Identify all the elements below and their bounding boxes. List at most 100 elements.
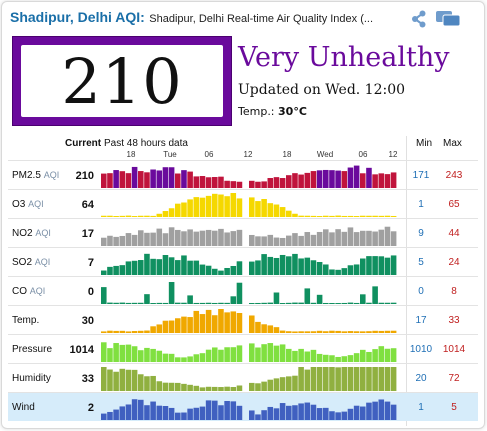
current-value: 0 — [87, 286, 94, 298]
sparkline-bar — [150, 326, 156, 333]
sparkline-bar — [144, 232, 150, 246]
sparkline-bar — [353, 353, 360, 362]
sparkline-bar — [249, 303, 255, 304]
sparkline-bar — [292, 331, 298, 333]
sparkline-bar — [199, 176, 206, 188]
pollutant-name: Humidity — [12, 373, 51, 384]
pollutant-unit: AQI — [28, 199, 44, 209]
pollutant-label: PM2.5 — [12, 170, 41, 181]
time-label: 12 — [243, 150, 253, 159]
sparkline-bar — [199, 197, 206, 217]
sparkline-bar — [347, 227, 354, 246]
pollutant-row[interactable]: Temp. 30 17 33 — [8, 305, 478, 334]
pollutant-row[interactable]: Wind 2 1 5 — [8, 392, 478, 421]
sparkline-bar — [255, 321, 261, 333]
sparkline-bar — [107, 411, 113, 420]
sparkline-bar — [360, 173, 366, 188]
sparkline-bar — [187, 408, 193, 420]
sparkline-bar — [372, 215, 378, 217]
sparkline-bar — [230, 193, 237, 217]
pollutant-row[interactable]: NO2 AQI 17 9 44 — [8, 218, 478, 247]
sparkline-bar — [131, 166, 138, 188]
history-sparkline[interactable] — [101, 308, 397, 333]
city-title-link[interactable]: Shadipur, Delhi AQI: — [10, 9, 145, 25]
sparkline-bar — [335, 330, 341, 333]
sparkline-bar — [390, 172, 397, 188]
sparkline-bar — [286, 348, 292, 362]
current-value: 1014 — [69, 344, 94, 356]
share-icon[interactable] — [411, 10, 427, 28]
pollutant-label: Wind — [12, 402, 35, 413]
history-sparkline[interactable] — [101, 337, 397, 362]
sparkline-bar — [199, 230, 206, 246]
sparkline-bar — [107, 330, 113, 333]
sparkline-bar — [218, 176, 224, 188]
sparkline-bar — [107, 173, 113, 188]
pollutant-row[interactable]: Humidity 33 20 72 — [8, 363, 478, 392]
sparkline-bar — [156, 213, 163, 217]
sparkline-bar — [360, 367, 366, 391]
current-value: 33 — [81, 373, 94, 385]
sparkline-bar — [273, 177, 280, 188]
sparkline-bar — [267, 256, 274, 275]
sparkline-bar — [181, 383, 187, 391]
sparkline-bar — [205, 265, 212, 275]
sparkline-bar — [316, 330, 323, 333]
sparkline-bar — [249, 197, 255, 217]
history-sparkline[interactable] — [101, 395, 397, 420]
sparkline-bar — [366, 167, 372, 188]
time-label: 06 — [358, 150, 368, 159]
sparkline-bar — [193, 310, 200, 333]
sparkline-bar — [119, 302, 126, 304]
time-label: Wed — [316, 150, 334, 159]
history-sparkline[interactable] — [101, 366, 397, 391]
sparkline-bar — [255, 260, 261, 275]
sparkline-bar — [193, 354, 200, 362]
pollutant-unit: AQI — [29, 286, 46, 296]
sparkline-bar — [255, 302, 261, 304]
sparkline-bar — [304, 215, 311, 217]
sparkline-bar — [125, 233, 132, 246]
chat-icon[interactable] — [435, 10, 461, 28]
sparkline-bar — [347, 331, 354, 333]
pollutant-row[interactable]: SO2 AQI 7 5 24 — [8, 247, 478, 276]
pollutant-row[interactable]: Pressure 1014 1010 1014 — [8, 334, 478, 363]
sparkline-bar — [390, 255, 397, 275]
sparkline-bar — [125, 215, 132, 217]
sparkline-bar — [341, 268, 348, 275]
sparkline-bar — [279, 344, 286, 362]
sparkline-bar — [267, 203, 274, 217]
sparkline-bar — [384, 330, 391, 333]
pollutant-name: Pressure — [12, 344, 52, 355]
pollutant-row[interactable]: O3 AQI 64 1 65 — [8, 189, 478, 218]
sparkline-bar — [347, 408, 354, 420]
temp-label: Temp.: — [238, 105, 275, 118]
min-value: 20 — [415, 373, 427, 384]
sparkline-bar — [125, 344, 132, 362]
pollutant-row[interactable]: CO AQI 0 0 8 — [8, 276, 478, 305]
updated-time: Updated on Wed. 12:00 — [238, 82, 406, 98]
sparkline-bar — [168, 353, 175, 362]
sparkline-bar — [150, 303, 156, 304]
sparkline-bar — [230, 231, 237, 246]
sparkline-bar — [378, 302, 385, 304]
max-value: 24 — [448, 257, 460, 268]
pollutant-unit: AQI — [34, 257, 51, 267]
pollutant-label: NO2 — [12, 228, 33, 239]
sparkline-bar — [360, 349, 366, 362]
sparkline-bar — [162, 406, 169, 420]
history-sparkline[interactable] — [101, 250, 397, 275]
sparkline-bar — [212, 347, 218, 362]
history-sparkline[interactable] — [101, 192, 397, 217]
history-sparkline[interactable] — [101, 221, 397, 246]
min-value: 1 — [418, 402, 424, 413]
history-sparkline[interactable] — [101, 279, 397, 304]
sparkline-bar — [316, 408, 323, 420]
sparkline-bar — [310, 404, 317, 420]
pollutant-row[interactable]: PM2.5 AQI 210 171 243 — [8, 160, 478, 189]
sparkline-bar — [286, 235, 292, 246]
sparkline-bar — [267, 343, 274, 362]
history-sparkline[interactable] — [101, 163, 397, 188]
sparkline-bar — [150, 348, 156, 362]
sparkline-bar — [279, 330, 286, 333]
